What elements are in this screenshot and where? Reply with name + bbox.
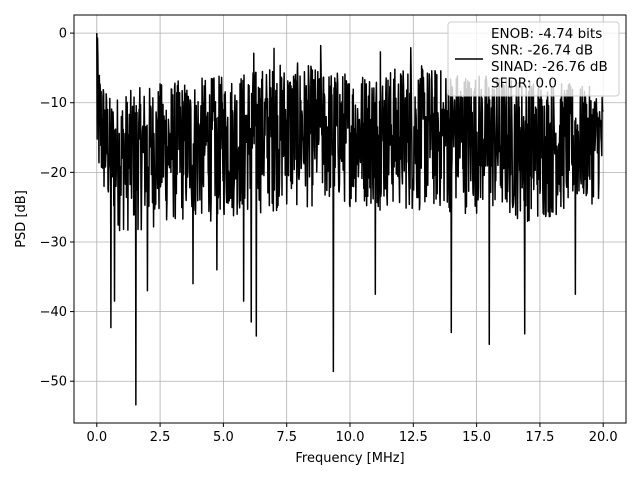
y-tick-label: −10 [40,96,67,111]
x-tick-label: 20.0 [589,430,618,445]
x-tick-label: 5.0 [213,430,234,445]
legend-enob: ENOB: -4.74 bits [491,26,602,42]
x-tick-label: 15.0 [462,430,491,445]
y-tick-label: −40 [40,305,67,320]
x-axis-ticks: 0.0 2.5 5.0 7.5 10.0 12.5 15.0 17.5 20.0 [86,423,618,445]
legend-sinad: SINAD: -26.76 dB [491,59,608,75]
x-tick-label: 0.0 [86,430,107,445]
legend-box [447,21,620,97]
x-tick-label: 7.5 [276,430,297,445]
legend: ENOB: -4.74 bits SNR: -26.74 dB SINAD: -… [447,21,620,97]
x-axis-label: Frequency [MHz] [295,451,404,466]
y-tick-label: −20 [40,166,67,181]
plot-area [96,33,604,406]
y-tick-label: −50 [40,375,67,390]
x-tick-label: 10.0 [336,430,365,445]
x-tick-label: 17.5 [525,430,554,445]
x-tick-label: 2.5 [150,430,171,445]
legend-sfdr: SFDR: 0.0 [491,76,557,92]
y-tick-label: −30 [40,235,67,250]
y-tick-label: 0 [59,27,67,42]
y-axis-label: PSD [dB] [14,190,29,248]
psd-series-line [96,33,604,406]
y-axis-ticks: 0 −10 −20 −30 −40 −50 [40,27,74,390]
legend-snr: SNR: -26.74 dB [491,43,593,59]
x-tick-label: 12.5 [399,430,428,445]
